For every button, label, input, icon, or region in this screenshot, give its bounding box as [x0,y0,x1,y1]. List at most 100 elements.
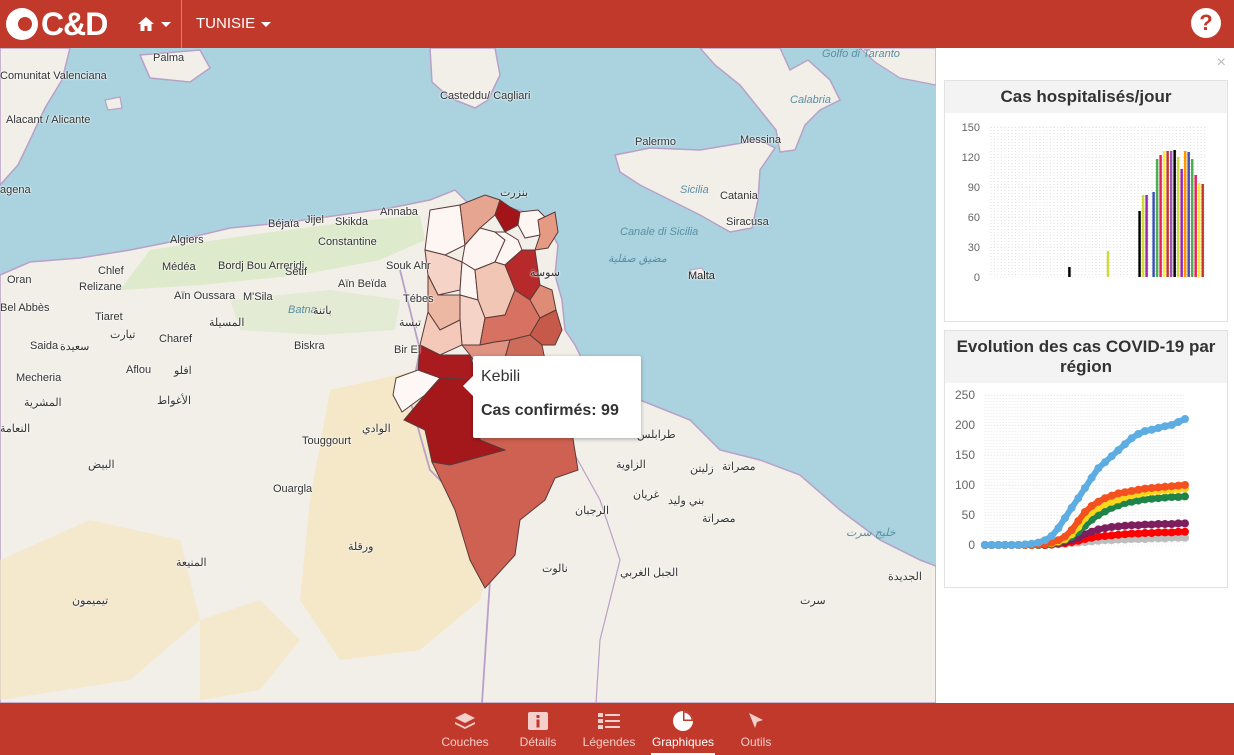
data-point [1027,539,1036,548]
map-label: تيميمون [72,595,109,607]
map-label: المشرية [24,397,62,409]
bar [1141,195,1145,277]
map-label: النعامة [0,423,31,435]
app-logo[interactable]: C&D [6,5,108,42]
data-point [1141,484,1149,493]
map-label: Tébes [403,293,434,305]
map-label: Malta [688,270,715,282]
data-point [1087,502,1096,510]
data-point [1154,424,1163,432]
map-label: تيارت [110,329,136,341]
map-label: بنزرت [500,187,529,199]
chevron-down-icon [261,21,272,27]
map-label: Saida [30,340,59,352]
data-point [1121,499,1129,507]
data-point [1161,520,1169,528]
chart-title: Cas hospitalisés/jour [945,81,1227,113]
data-point [1174,418,1183,426]
y-tick-label: 90 [968,182,980,194]
data-point [1147,529,1156,537]
data-point [1147,520,1156,529]
data-point [1127,521,1136,530]
tab-label: Outils [740,735,772,749]
map-label: Palermo [635,136,676,148]
data-point [1107,531,1116,540]
data-point [1134,521,1143,530]
map-label: مصراتة [722,461,756,473]
data-point [1007,541,1016,549]
map-label: Constantine [318,236,377,248]
data-point [1121,488,1129,497]
y-tick-label: 250 [955,388,975,402]
data-point [1087,527,1096,536]
data-point [1021,540,1029,549]
top-bar: C&D TUNISIE ? [0,0,1234,48]
close-icon[interactable]: × [1216,54,1226,71]
data-point [1161,534,1169,543]
map-label: Jijel [305,214,324,226]
data-point [1061,532,1069,541]
map-label: الجديدة [888,571,922,583]
y-tick-label: 50 [962,508,976,522]
data-point [1114,522,1123,531]
data-point [1154,520,1163,528]
map-label: مصراتة [702,513,736,525]
bar [1162,151,1166,277]
map-label: Casteddu/ Cagliari [440,90,531,102]
data-point [1174,519,1183,528]
data-point [1054,536,1063,545]
bar [1159,155,1162,277]
y-tick-label: 150 [962,122,980,134]
map-label: تبسة [399,317,422,329]
tab-graphiques[interactable]: Graphiques [648,710,718,755]
data-point [1134,485,1143,494]
bar [1169,151,1173,277]
data-point [1107,491,1116,500]
data-point [1167,482,1176,491]
bar [1106,251,1110,277]
data-point [1167,520,1176,528]
layers-icon [455,713,475,729]
map-label: Sicilia [680,184,709,196]
bar [1176,157,1180,277]
tab-legendes[interactable]: Légendes [574,710,644,749]
map-label: سوسة [530,267,561,279]
data-point [1161,493,1169,502]
data-point [1181,527,1189,536]
tab-outils[interactable]: Outils [721,710,791,749]
data-point [1121,521,1129,530]
data-point [1154,483,1163,492]
help-button[interactable]: ? [1191,8,1221,38]
map-label: الزاوية [616,459,646,471]
bar [1187,152,1190,277]
map-label: M'Sila [243,291,273,303]
data-point [1101,532,1109,540]
bottom-toolbar: Couches Détails Légendes Graphiques Outi… [0,703,1234,755]
data-point [1107,497,1116,506]
data-point [1074,494,1083,503]
data-point [1141,495,1149,504]
chevron-down-icon [160,21,171,27]
data-point [1081,530,1089,539]
data-point [1094,511,1103,519]
data-point [1087,473,1096,482]
map-label: الجبل الغربي [620,567,679,579]
map-label: الأغواط [157,395,191,407]
tab-details[interactable]: Détails [503,710,573,749]
map-view[interactable]: Palma Comunitat Valenciana Alacant / Ali… [0,48,936,703]
data-point [1174,481,1183,490]
tab-couches[interactable]: Couches [430,710,500,749]
data-point [1114,495,1123,504]
y-tick-label: 60 [968,212,980,224]
chart-title: Evolution des cas COVID-19 par région [945,331,1227,383]
map-label: Messina [740,134,781,146]
country-select[interactable]: TUNISIE [196,15,272,32]
data-point [1127,529,1136,538]
y-tick-label: 150 [955,448,975,462]
data-point [1107,503,1116,512]
logo-text: C&D [41,5,108,42]
home-menu-button[interactable] [126,0,182,48]
data-point [1067,526,1076,534]
data-point [1067,503,1076,512]
data-point [1081,484,1089,492]
